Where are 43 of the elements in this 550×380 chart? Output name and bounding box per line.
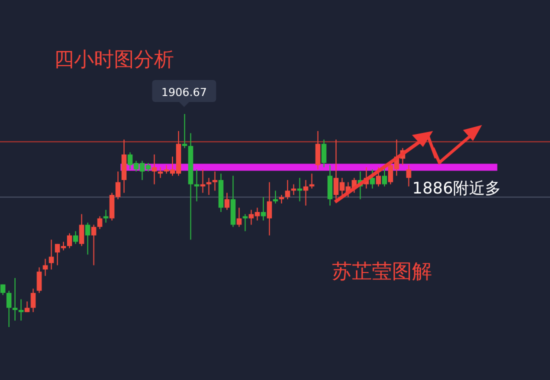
candlestick (152, 154, 157, 185)
candlestick (236, 207, 242, 228)
candlestick (297, 177, 302, 202)
candlestick (206, 177, 212, 196)
candlestick (382, 166, 387, 187)
annotation: 1906.67 (161, 86, 207, 99)
candlestick (376, 166, 381, 187)
candlestick (370, 168, 375, 190)
candlestick (36, 266, 42, 294)
candlestick (291, 184, 296, 196)
candlestick (85, 222, 90, 256)
candlestick (97, 216, 102, 230)
annotation: 苏芷莹图解 (332, 258, 432, 285)
candlestick (224, 192, 230, 210)
candlestick (158, 166, 163, 178)
candlestick (315, 130, 320, 170)
candlestick (406, 164, 412, 187)
candlestick (48, 239, 54, 270)
candlestick (285, 180, 290, 200)
candlestick (272, 190, 278, 204)
candlestick (91, 224, 96, 266)
candlestick (321, 139, 326, 168)
candlestick (309, 173, 314, 190)
candlestick (18, 298, 24, 322)
candlestick (194, 168, 200, 202)
candlestick (6, 290, 12, 327)
candlestick (260, 196, 266, 221)
candlestick (30, 288, 36, 313)
candlestick (303, 180, 308, 206)
candlestick (12, 278, 18, 322)
candlestick (79, 214, 84, 247)
chart-title: 四小时图分析 (54, 46, 174, 73)
candlestick (67, 232, 72, 249)
candlestick (103, 209, 108, 224)
candlestick (242, 214, 248, 232)
candlestick (73, 230, 78, 244)
candlestick (266, 182, 272, 236)
candlestick (327, 164, 332, 206)
candlestick (182, 114, 188, 149)
candlestick (42, 258, 48, 276)
candlestick (200, 168, 206, 194)
ref-line-label: 1886附近多 (412, 178, 502, 198)
candlestick (212, 171, 218, 192)
